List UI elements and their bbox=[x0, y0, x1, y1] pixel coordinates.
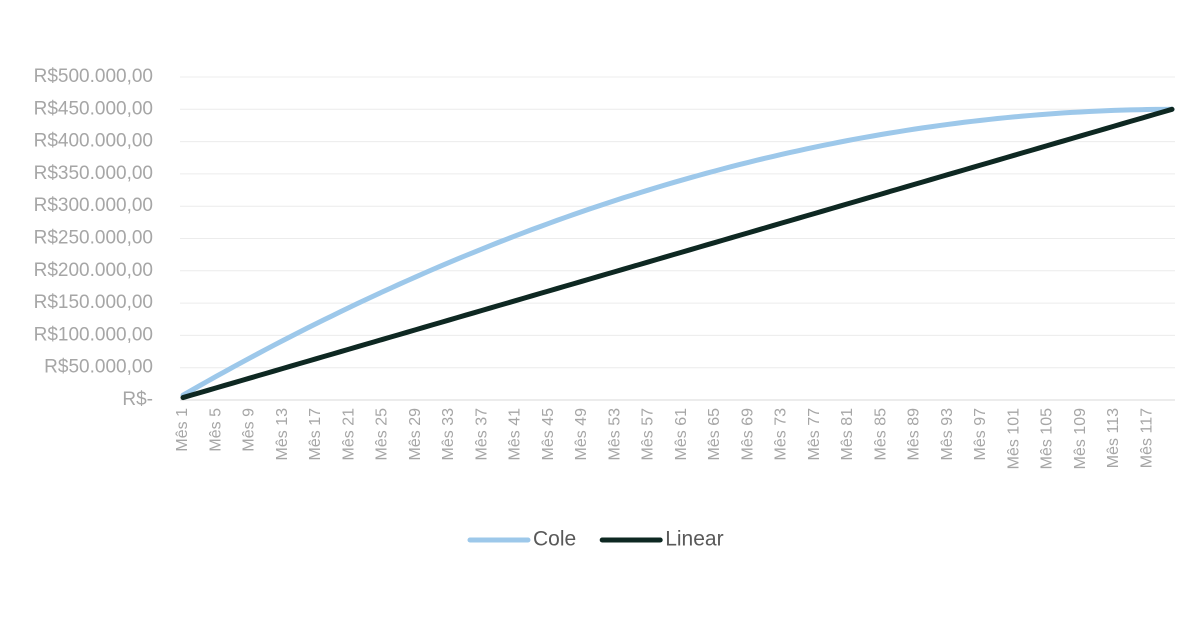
y-tick-label: R$- bbox=[122, 389, 153, 410]
y-tick-label: R$350.000,00 bbox=[34, 163, 153, 184]
x-tick-label: Mês 17 bbox=[307, 408, 324, 461]
y-tick-label: R$300.000,00 bbox=[34, 195, 153, 216]
x-tick-label: Mês 97 bbox=[972, 408, 989, 461]
x-tick-label: Mês 9 bbox=[241, 408, 258, 452]
x-tick-label: Mês 5 bbox=[207, 408, 224, 452]
x-tick-label: Mês 1 bbox=[174, 408, 191, 452]
x-tick-label: Mês 57 bbox=[640, 408, 657, 461]
x-tick-label: Mês 85 bbox=[872, 408, 889, 461]
x-tick-label: Mês 109 bbox=[1072, 408, 1089, 469]
y-tick-label: R$50.000,00 bbox=[44, 357, 153, 378]
x-tick-label: Mês 113 bbox=[1105, 408, 1122, 468]
x-tick-label: Mês 21 bbox=[340, 408, 357, 461]
x-tick-label: Mês 53 bbox=[606, 408, 623, 461]
x-tick-label: Mês 89 bbox=[906, 408, 923, 461]
y-tick-label: R$500.000,00 bbox=[34, 66, 153, 87]
x-tick-label: Mês 69 bbox=[739, 408, 756, 461]
y-tick-label: R$250.000,00 bbox=[34, 228, 153, 249]
y-tick-label: R$200.000,00 bbox=[34, 260, 153, 281]
x-tick-label: Mês 29 bbox=[407, 408, 424, 461]
x-tick-label: Mês 93 bbox=[939, 408, 956, 461]
x-tick-label: Mês 13 bbox=[274, 408, 291, 461]
x-tick-label: Mês 25 bbox=[374, 408, 391, 461]
x-tick-label: Mês 105 bbox=[1039, 408, 1056, 469]
x-tick-label: Mês 45 bbox=[540, 408, 557, 461]
x-tick-label: Mês 49 bbox=[573, 408, 590, 461]
x-tick-label: Mês 81 bbox=[839, 408, 856, 461]
x-tick-label: Mês 101 bbox=[1005, 408, 1022, 469]
x-tick-label: Mês 77 bbox=[806, 408, 823, 461]
legend-label: Linear bbox=[665, 528, 723, 551]
x-tick-label: Mês 73 bbox=[773, 408, 790, 461]
series-line bbox=[180, 106, 1175, 398]
y-tick-label: R$450.000,00 bbox=[34, 98, 153, 119]
y-tick-label: R$100.000,00 bbox=[34, 324, 153, 345]
y-tick-label: R$400.000,00 bbox=[34, 131, 153, 152]
x-tick-label: Mês 37 bbox=[473, 408, 490, 461]
x-tick-label: Mês 117 bbox=[1138, 408, 1155, 468]
x-tick-label: Mês 65 bbox=[706, 408, 723, 461]
legend-label: Cole bbox=[533, 528, 576, 551]
x-tick-label: Mês 41 bbox=[507, 408, 524, 461]
series-line bbox=[180, 106, 1175, 401]
y-tick-label: R$150.000,00 bbox=[34, 292, 153, 313]
x-tick-label: Mês 61 bbox=[673, 408, 690, 461]
x-tick-label: Mês 33 bbox=[440, 408, 457, 461]
